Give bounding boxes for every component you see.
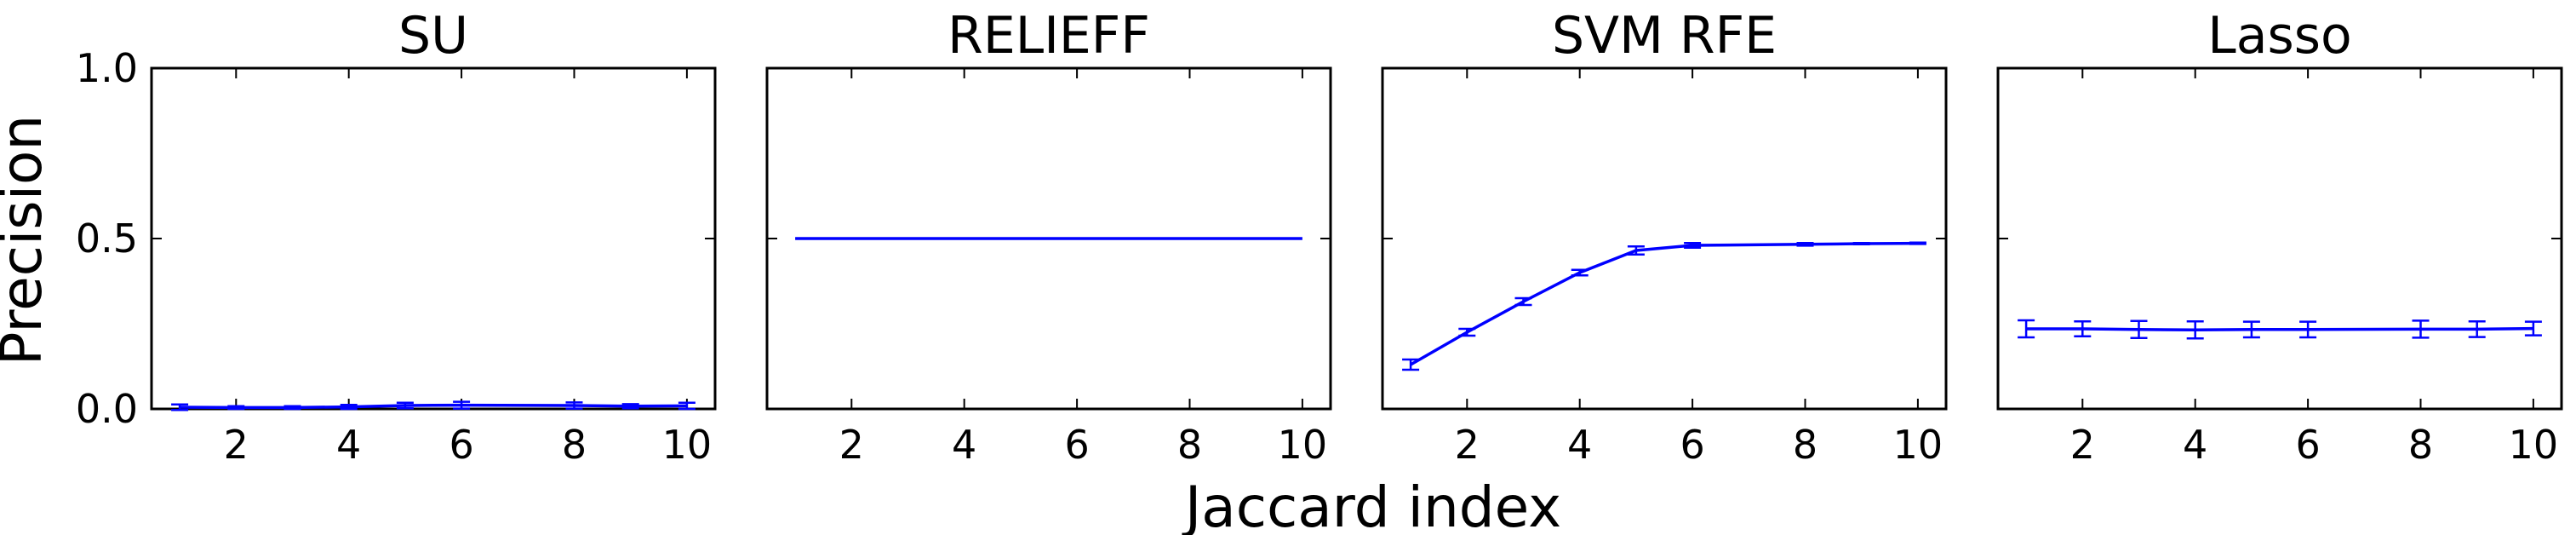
error-bar	[340, 403, 358, 411]
chart-panels: SU 2 4 6 8 10 0.0 0.5 1.0 RELIEFF 2 4 6 8 10 SVM RFE 2 4 6…	[76, 6, 2563, 468]
error-bar	[2186, 319, 2204, 340]
chart-panel: SU 2 4 6 8 10 0.0 0.5 1.0	[76, 6, 717, 468]
y-tick-label: 1.0	[76, 45, 138, 91]
error-bar	[1684, 241, 1702, 250]
error-bar	[1796, 241, 1814, 247]
x-tick-label: 2	[224, 422, 249, 468]
x-tick-label: 8	[562, 422, 587, 468]
chart-panel: RELIEFF 2 4 6 8 10	[765, 6, 1332, 468]
x-tick-label: 2	[2070, 422, 2095, 468]
x-tick-label: 10	[1278, 422, 1328, 468]
chart-panel: SVM RFE 2 4 6 8 10	[1381, 6, 1948, 468]
panel-title: RELIEFF	[947, 6, 1150, 66]
chart-panel: Lasso 2 4 6 8 10	[1996, 6, 2563, 468]
y-tick-label: 0.0	[76, 386, 138, 432]
error-bar	[2468, 319, 2486, 338]
error-bar	[2299, 320, 2317, 339]
panel-title: Lasso	[2207, 6, 2351, 66]
error-bar	[453, 400, 471, 410]
error-bar	[1909, 241, 1926, 245]
error-bar	[1514, 296, 1532, 307]
error-bar	[2524, 320, 2542, 337]
series-line	[2026, 326, 2533, 331]
x-tick-label: 8	[1793, 422, 1818, 468]
error-bar	[1852, 241, 1870, 246]
error-bar	[2130, 319, 2148, 340]
error-bar	[1627, 244, 1645, 256]
x-tick-label: 2	[839, 422, 864, 468]
x-tick-label: 2	[1455, 422, 1480, 468]
error-bar	[2412, 319, 2430, 339]
error-bar	[2018, 319, 2035, 339]
y-axis-label: Precision	[0, 115, 54, 366]
series-line	[1410, 241, 1918, 366]
x-tick-label: 6	[449, 422, 473, 468]
panel-title: SVM RFE	[1552, 6, 1777, 66]
error-bar	[1402, 358, 1420, 371]
error-bar	[171, 403, 189, 411]
x-tick-label: 6	[1064, 422, 1089, 468]
error-bar	[678, 401, 696, 411]
x-tick-label: 10	[2509, 422, 2559, 468]
error-bar	[227, 405, 245, 411]
error-bar	[2074, 319, 2092, 338]
x-tick-label: 4	[336, 422, 361, 468]
x-tick-label: 10	[1893, 422, 1943, 468]
error-bar	[396, 401, 414, 410]
error-bar	[1571, 268, 1589, 277]
x-tick-label: 6	[1680, 422, 1704, 468]
plot-frame	[1996, 66, 2563, 411]
x-tick-label: 6	[2295, 422, 2320, 468]
error-bar	[621, 403, 639, 410]
error-bar	[283, 405, 301, 411]
plot-frame	[1381, 66, 1948, 411]
plot-frame	[150, 66, 717, 411]
x-tick-label: 8	[1177, 422, 1202, 468]
panel-title: SU	[398, 6, 468, 66]
x-axis-label: Jaccard index	[1182, 475, 1561, 535]
x-tick-label: 4	[952, 422, 976, 468]
y-tick-label: 0.5	[76, 216, 138, 262]
series-line	[180, 403, 687, 410]
error-bar	[1458, 327, 1476, 337]
x-tick-label: 10	[662, 422, 713, 468]
error-bar	[565, 401, 583, 410]
error-bar	[2242, 320, 2260, 339]
x-tick-label: 4	[2183, 422, 2207, 468]
x-tick-label: 8	[2408, 422, 2433, 468]
x-tick-label: 4	[1567, 422, 1592, 468]
